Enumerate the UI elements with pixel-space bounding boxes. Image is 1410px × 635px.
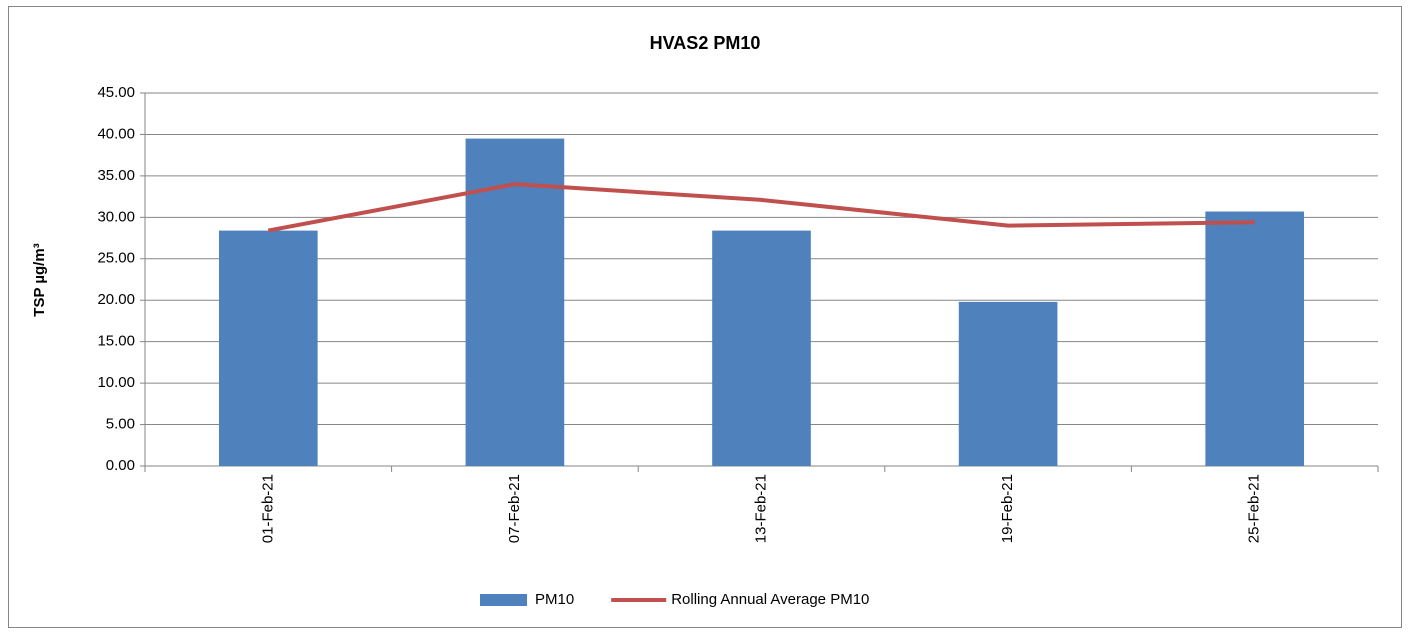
bar bbox=[712, 230, 811, 466]
x-tick-label: 25-Feb-21 bbox=[1246, 474, 1263, 543]
bar bbox=[958, 301, 1058, 466]
y-tick-label: 30.00 bbox=[97, 208, 135, 225]
legend-swatch bbox=[480, 594, 527, 606]
y-tick-label: 20.00 bbox=[97, 291, 135, 308]
y-tick-label: 35.00 bbox=[97, 167, 135, 184]
x-tick-label: 19-Feb-21 bbox=[999, 474, 1016, 543]
bar bbox=[1205, 211, 1305, 466]
bar bbox=[218, 230, 318, 466]
y-tick-label: 45.00 bbox=[97, 84, 135, 101]
y-tick-label: 15.00 bbox=[97, 333, 135, 350]
line bbox=[267, 182, 1255, 233]
y-tick-label: 40.00 bbox=[97, 125, 135, 142]
x-tick-label: 07-Feb-21 bbox=[506, 474, 523, 543]
chart-border bbox=[8, 6, 1402, 628]
y-tick-label: 0.00 bbox=[106, 457, 135, 474]
bar bbox=[465, 138, 565, 467]
chart-title: HVAS2 PM10 bbox=[650, 33, 761, 53]
legend-label: Rolling Annual Average PM10 bbox=[671, 591, 869, 608]
y-tick-label: 5.00 bbox=[106, 416, 135, 433]
x-tick-label: 13-Feb-21 bbox=[752, 474, 769, 543]
y-tick-label: 25.00 bbox=[97, 250, 135, 267]
x-tick-label: 01-Feb-21 bbox=[259, 474, 276, 543]
y-axis-label: TSP µg/m³ bbox=[31, 243, 48, 316]
y-tick-label: 10.00 bbox=[97, 374, 135, 391]
legend-label: PM10 bbox=[535, 591, 574, 608]
